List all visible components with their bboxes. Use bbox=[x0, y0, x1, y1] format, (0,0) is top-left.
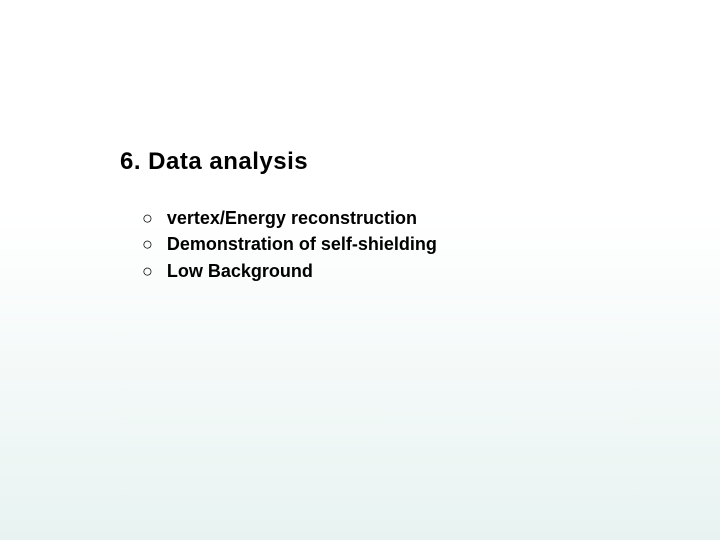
bullet-text: Low Background bbox=[167, 259, 313, 283]
bullet-text: vertex/Energy reconstruction bbox=[167, 206, 417, 230]
slide-heading: 6. Data analysis bbox=[120, 148, 308, 176]
bullet-text: Demonstration of self-shielding bbox=[167, 232, 437, 256]
list-item: ○ vertex/Energy reconstruction bbox=[142, 206, 437, 230]
list-item: ○ Demonstration of self-shielding bbox=[142, 232, 437, 256]
slide: 6. Data analysis ○ vertex/Energy reconst… bbox=[0, 0, 720, 540]
bullet-list: ○ vertex/Energy reconstruction ○ Demonst… bbox=[142, 206, 437, 285]
list-item: ○ Low Background bbox=[142, 259, 437, 283]
bullet-marker-icon: ○ bbox=[142, 259, 153, 283]
bullet-marker-icon: ○ bbox=[142, 206, 153, 230]
bullet-marker-icon: ○ bbox=[142, 232, 153, 256]
